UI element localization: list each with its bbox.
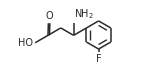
Text: NH$_2$: NH$_2$: [74, 7, 94, 21]
Text: F: F: [96, 54, 101, 64]
Text: O: O: [45, 11, 53, 21]
Text: HO: HO: [18, 38, 33, 48]
